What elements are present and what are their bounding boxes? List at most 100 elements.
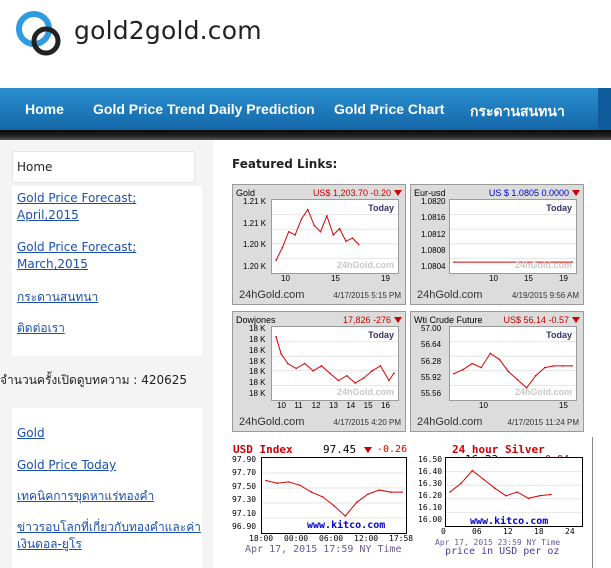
chart-date: 4/17/2015 11:24 PM (507, 418, 579, 427)
data-point (294, 234, 296, 236)
y-tick-label: 18 K (249, 378, 266, 388)
today-label: Today (546, 203, 572, 213)
data-point (355, 501, 358, 504)
chart-price: US $ 1.0805 0.0000 (488, 188, 569, 198)
y-tick-label: 56.28 (421, 356, 442, 366)
sidebar-link-forecast-march[interactable]: Gold Price Forecast; March,2015 (17, 240, 137, 271)
data-point (275, 335, 277, 338)
y-tick-label: 18 K (249, 367, 266, 377)
data-point (534, 374, 537, 377)
x-tick-label: 15 (524, 274, 533, 283)
today-label: Today (368, 203, 394, 213)
chart-unit-note: price in USD per oz (445, 546, 560, 557)
chart-date: 4/17/2015 4:20 PM (333, 418, 401, 427)
data-point (460, 482, 462, 484)
chart-price: US$ 56.14 -0.57 (503, 315, 569, 325)
x-tick-label: 11 (294, 401, 303, 410)
series-line (275, 208, 360, 261)
data-point (326, 215, 328, 217)
main-nav: Home Gold Price Trend Daily Prediction G… (0, 88, 611, 130)
data-point (480, 366, 483, 369)
chart-price: 17,826 -276 (342, 315, 391, 325)
data-point (280, 352, 282, 355)
data-point (307, 208, 309, 211)
chart-svg (262, 472, 406, 519)
x-tick-label: 10 (479, 401, 488, 410)
partial-widget (592, 437, 611, 568)
data-point (351, 237, 354, 239)
eurusd-chart[interactable]: Eur-usd US $ 1.0805 0.0000 Today 24hGold… (410, 184, 584, 305)
chart-plot: Today 24hGold.com (271, 326, 399, 401)
chart-date: 4/19/2015 9:56 AM (511, 291, 579, 300)
sidebar-link-gold-price-today[interactable]: Gold Price Today (17, 458, 117, 472)
sidebar-link-world-news[interactable]: ข่าวรอบโลกที่เกี่ยวกับทองคำและค่าเงินดอล… (17, 520, 201, 551)
data-point (393, 372, 395, 375)
x-tick-label: 16 (381, 401, 390, 410)
sidebar-link-forum[interactable]: กระดานสนทนา (17, 290, 99, 304)
usd-index-chart[interactable]: USD Index 97.45 -0.26 www.kitco.com Apr … (231, 441, 414, 568)
wti-crude-chart[interactable]: Wti Crude Future US$ 56.14 -0.57 Today 2… (410, 311, 584, 432)
x-tick-label: 12 (311, 401, 321, 410)
x-tick-label: 14 (346, 401, 356, 410)
gold-chart[interactable]: Gold US$ 1,203.70 -0.20 Today 24hGold.co… (232, 184, 406, 305)
y-tick-label: 97.30 (232, 495, 257, 505)
y-tick-label: 16.30 (418, 479, 443, 488)
data-point (357, 243, 360, 246)
x-tick-label: 19 (559, 274, 568, 283)
down-arrow-icon (364, 447, 372, 453)
x-tick-label: 0 (441, 527, 446, 536)
chart-plot: Today 24hGold.com (271, 199, 399, 274)
nav-home[interactable]: Home (25, 101, 64, 117)
silver-chart[interactable]: 24 hour Silver 16.23 -0.04 www.kitco.com… (415, 441, 592, 568)
chart-source: 24hGold.com (239, 289, 305, 301)
site-name[interactable]: gold2gold.com (74, 16, 262, 45)
data-point (313, 224, 315, 227)
sidebar-link-contact[interactable]: ติดต่อเรา (17, 321, 65, 335)
chart-watermark: 24hGold.com (336, 260, 394, 270)
x-tick-label: 17:58 (389, 534, 414, 543)
nav-trend-prediction[interactable]: Gold Price Trend Daily Prediction (93, 101, 315, 117)
data-point (287, 481, 290, 483)
chart-title: Wti Crude Future (414, 315, 483, 325)
dowjones-chart[interactable]: Dowjones 17,826 -276 Today 24hGold.com 2… (232, 311, 406, 432)
y-tick-label: 1.21 K (243, 218, 267, 228)
logo-icon[interactable] (14, 10, 66, 58)
chart-title: USD Index (233, 443, 293, 456)
y-tick-label: 1.0808 (421, 245, 446, 255)
x-tick-label: 24 (565, 527, 575, 536)
data-point (379, 365, 382, 367)
nav-forum[interactable]: กระดานสนทนา (470, 103, 565, 119)
sidebar-link-gold-mining[interactable]: เทคนิคการขุดหาแร่ทองคำ (17, 489, 155, 503)
series-line (275, 336, 395, 384)
data-point (471, 469, 474, 472)
data-point (319, 230, 322, 233)
nav-edge (598, 88, 611, 130)
y-tick-label: 56.64 (421, 340, 442, 350)
data-point (354, 382, 357, 384)
y-tick-label: 96.90 (232, 522, 257, 531)
y-tick-label: 18 K (249, 345, 266, 355)
x-tick-label: 10 (489, 274, 498, 283)
chart-title: Dowjones (236, 315, 276, 325)
chart-watermark: 24hGold.com (514, 387, 572, 397)
data-point (367, 493, 369, 495)
chart-source: 24hGold.com (417, 289, 483, 301)
view-counter-value: 420625 (141, 373, 187, 387)
y-tick-label: 55.56 (421, 389, 442, 398)
sidebar-link-forecast-april[interactable]: Gold Price Forecast; April,2015 (17, 191, 137, 222)
x-tick-label: 18 (534, 527, 544, 536)
data-point (453, 261, 455, 263)
sidebar-home[interactable]: Home (17, 160, 53, 174)
sidebar-link-gold[interactable]: Gold (17, 426, 45, 440)
series-line (265, 480, 402, 517)
data-point (265, 479, 267, 482)
data-point (482, 478, 485, 481)
sidebar-links2-box (12, 408, 202, 568)
data-point (287, 362, 289, 365)
data-point (462, 368, 464, 371)
data-point (299, 484, 301, 487)
data-point (344, 515, 347, 517)
data-point (449, 491, 451, 493)
chart-svg (450, 341, 576, 389)
nav-gold-price-chart[interactable]: Gold Price Chart (334, 101, 445, 117)
